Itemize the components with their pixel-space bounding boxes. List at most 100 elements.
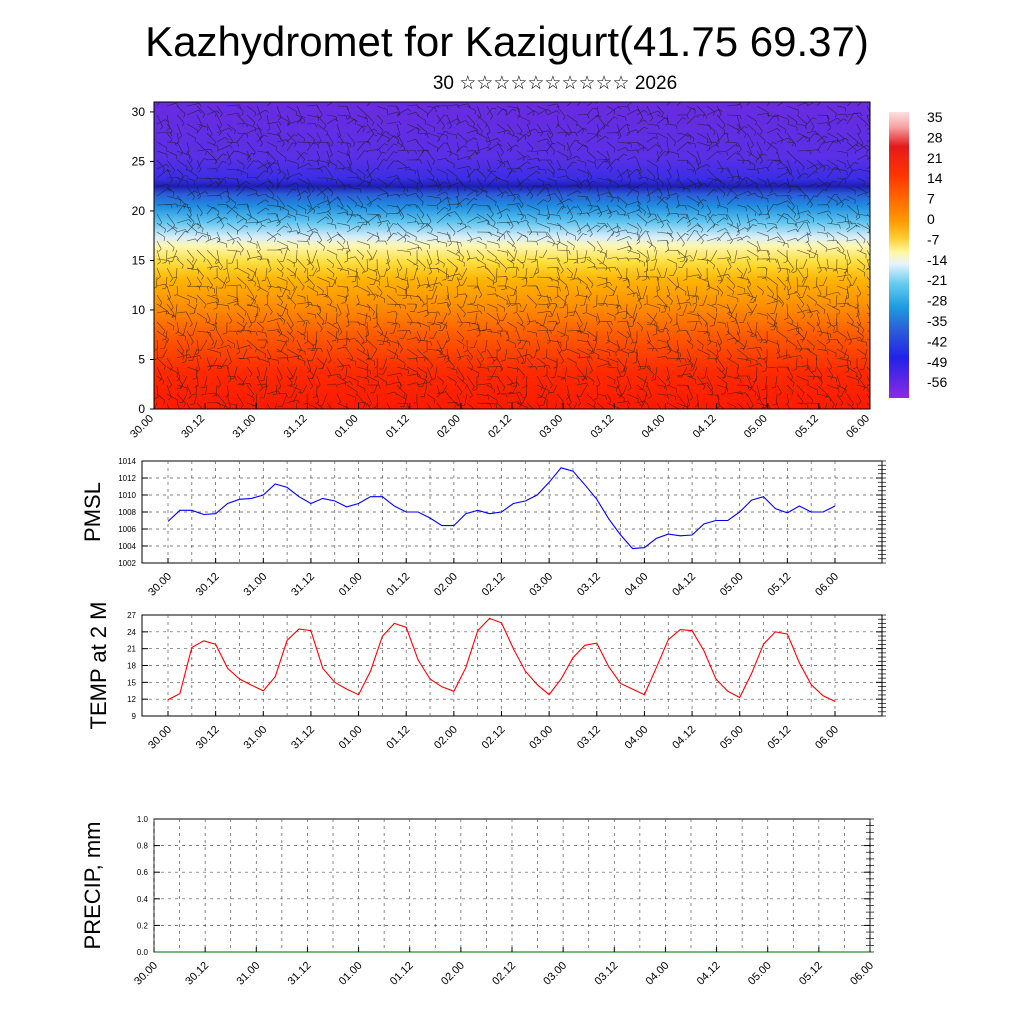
cross-section-x-tick-label: 04.00 [640,413,668,441]
pmsl-x-tick-label: 06.00 [813,571,841,599]
cross-section-x-tick-label: 06.00 [844,413,872,441]
temp-y-tick-label: 18 [127,662,136,671]
cross-section-y-tick-label: 10 [132,303,146,317]
cross-section-field [154,102,870,409]
temp-y-tick-label: 21 [127,645,136,654]
temp-y-tick-label: 15 [127,678,136,687]
cross-section-y-tick-label: 5 [138,352,145,366]
cross-section-x-tick-label: 31.00 [230,413,258,441]
temp-x-tick-label: 01.12 [384,724,412,752]
temp-x-tick-label: 04.12 [670,724,698,752]
temp-y-axis-title: TEMP at 2 M [86,602,111,730]
colorbar-label: -35 [927,313,947,329]
pmsl-x-tick-label: 30.00 [146,571,174,599]
colorbar: 35 28 21 14 7 0 -7 -14 -21 -28 -35 -42 -49 -56 [889,109,947,398]
cross-section-x-tick-label: 02.12 [486,413,514,441]
colorbar-label: -14 [927,252,947,268]
cross-section-y-tick-label: 15 [132,253,146,267]
cross-section-x-tick-label: 30.12 [179,413,207,441]
precip-x-tick-label: 31.12 [286,960,314,988]
precip-x-tick-label: 31.00 [234,960,262,988]
precip-x-tick-label: 02.00 [439,960,467,988]
pmsl-y-tick-label: 1012 [118,474,136,483]
pmsl-x-tick-label: 01.12 [384,571,412,599]
pmsl-y-axis-title: PMSL [80,482,105,542]
pmsl-x-tick-label: 03.00 [527,571,555,599]
cross-section-x-tick-label: 05.00 [742,413,770,441]
pmsl-x-tick-label: 04.12 [670,571,698,599]
precip-x-tick-label: 05.12 [797,960,825,988]
precip-x-tick-label: 04.12 [695,960,723,988]
precip-y-tick-label: 0.0 [137,948,149,957]
precip-x-tick-label: 05.00 [746,960,774,988]
precip-x-tick-label: 03.12 [592,960,620,988]
precip-x-tick-label: 01.00 [337,960,365,988]
precip-x-tick-label: 02.12 [490,960,518,988]
precip-y-axis-title: PRECIP, mm [80,822,105,950]
temp-x-tick-label: 05.12 [766,724,794,752]
pmsl-x-tick-label: 04.00 [623,571,651,599]
temp-x-tick-label: 03.00 [527,724,555,752]
temp-x-tick-label: 30.00 [146,724,174,752]
cross-section-x-tick-label: 02.00 [435,413,463,441]
colorbar-label: -7 [927,231,940,247]
pmsl-x-tick-label: 03.12 [575,571,603,599]
precip-y-tick-label: 0.6 [137,868,149,877]
precip-x-tick-label: 01.12 [388,960,416,988]
wind-barbs [154,102,870,409]
chart-title: Kazhydromet for Kazigurt(41.75 69.37) [145,18,869,65]
cross-section-x-tick-label: 30.00 [128,413,156,441]
temp-x-tick-label: 02.00 [432,724,460,752]
precip-x-tick-label: 03.00 [541,960,569,988]
pmsl-x-tick-label: 02.00 [432,571,460,599]
precip-x-tick-label: 06.00 [848,960,876,988]
colorbar-label: -56 [927,374,947,390]
pmsl-y-tick-label: 1006 [118,525,136,534]
cross-section-x-tick-label: 05.12 [793,413,821,441]
wind-barb-strokes [154,102,870,409]
temp-y-tick-label: 27 [127,611,136,620]
temp-x-tick-label: 03.12 [575,724,603,752]
colorbar-label: 21 [927,150,943,166]
colorbar-label: -49 [927,354,947,370]
colorbar-label: -42 [927,333,947,349]
precip-x-tick-label: 04.00 [644,960,672,988]
cross-section-x-tick-label: 03.12 [588,413,616,441]
cross-section-y-tick-label: 0 [138,402,145,416]
precip-x-tick-label: 30.00 [132,960,160,988]
temp-x-tick-label: 01.00 [337,724,365,752]
cross-section-x-tick-label: 01.12 [384,413,412,441]
pmsl-panel: 1002 1004 1006 1008 1010 1012 1014 30.00 30.12 31… [80,457,886,599]
colorbar-label: 0 [927,211,935,227]
temp-y-tick-label: 12 [127,695,136,704]
precip-x-tick-label: 30.12 [183,960,211,988]
cross-section-x-tick-label: 03.00 [537,413,565,441]
temp-x-tick-label: 31.00 [241,724,269,752]
cross-section-x-tick-label: 31.12 [282,413,310,441]
colorbar-label: 28 [927,129,943,145]
colorbar-ramp [889,112,909,398]
pmsl-x-tick-label: 31.00 [241,571,269,599]
colorbar-label: -28 [927,293,947,309]
temp-x-tick-label: 05.00 [718,724,746,752]
temp-panel: 9 12 15 18 21 24 27 30.00 30.12 31.00 31.12 01.00 01… [86,602,886,752]
temp-x-tick-label: 02.12 [480,724,508,752]
colorbar-label: -21 [927,272,947,288]
pmsl-y-tick-label: 1002 [118,559,136,568]
cross-section-panel: 0 5 10 15 20 25 30 30.00 30.12 31.00 31.12 01.00 01.… [128,101,872,441]
pmsl-x-tick-label: 05.12 [766,571,794,599]
pmsl-x-tick-label: 02.12 [480,571,508,599]
colorbar-label: 7 [927,191,935,207]
precip-y-tick-label: 0.8 [137,842,149,851]
temp-frame [141,614,883,717]
precip-panel: 0.0 0.2 0.4 0.6 0.8 1.0 30.00 30.12 31.00 31.12 01… [80,815,876,988]
pmsl-y-tick-label: 1014 [118,457,136,466]
pmsl-x-tick-label: 31.12 [289,571,317,599]
temp-x-tick-label: 31.12 [289,724,317,752]
chart-subtitle: 30 ☆☆☆☆☆☆☆☆☆☆ 2026 [432,73,678,94]
temp-x-tick-label: 06.00 [813,724,841,752]
colorbar-label: 14 [927,170,943,186]
cross-section-x-tick-label: 01.00 [333,413,361,441]
